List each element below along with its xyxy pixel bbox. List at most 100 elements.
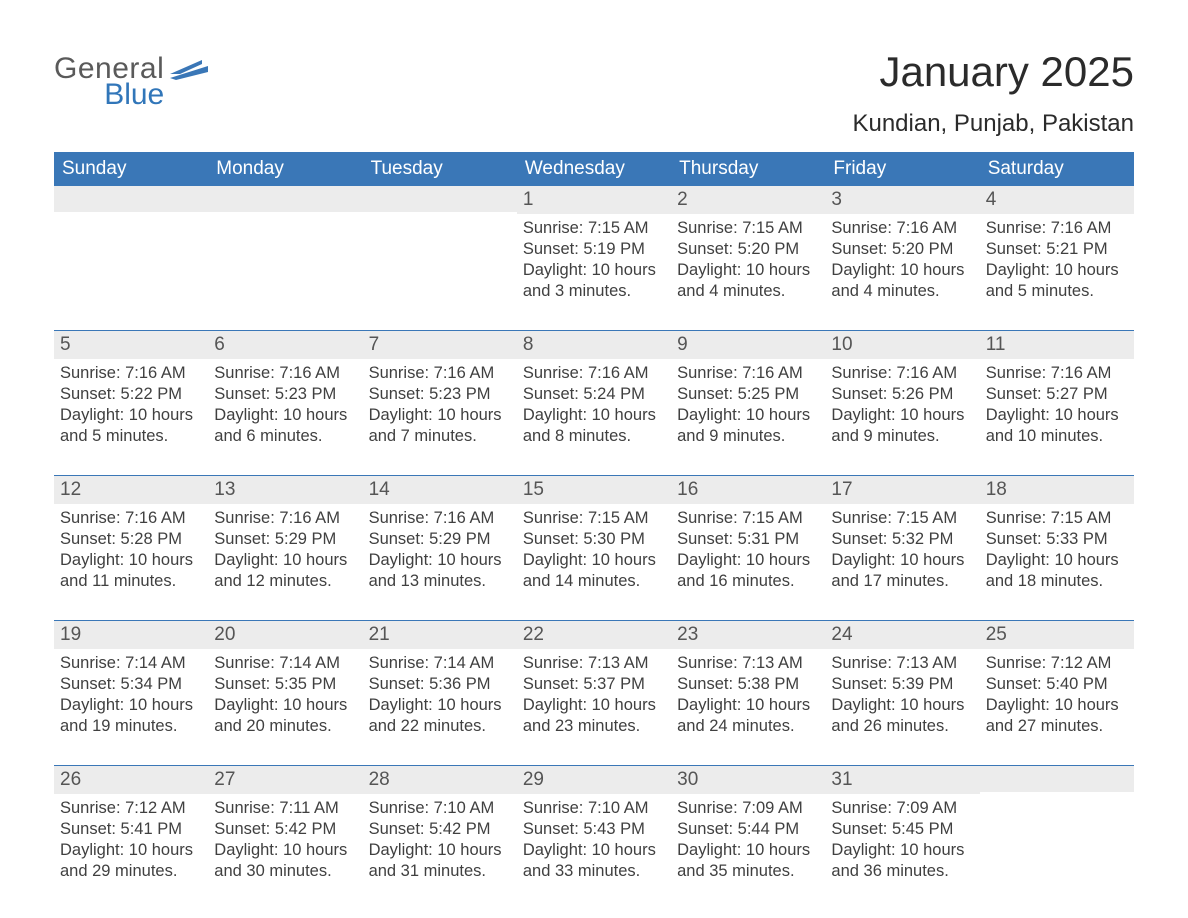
sunset-line: Sunset: 5:28 PM bbox=[60, 529, 202, 550]
sunset-line: Sunset: 5:34 PM bbox=[60, 674, 202, 695]
sunrise-line: Sunrise: 7:16 AM bbox=[986, 218, 1128, 239]
daylight-line: Daylight: 10 hours and 16 minutes. bbox=[677, 550, 819, 592]
daylight-line: Daylight: 10 hours and 23 minutes. bbox=[523, 695, 665, 737]
calendar-day: 3Sunrise: 7:16 AMSunset: 5:20 PMDaylight… bbox=[825, 186, 979, 312]
day-number: 19 bbox=[54, 621, 208, 649]
logo: General Blue bbox=[54, 54, 210, 110]
daylight-line: Daylight: 10 hours and 22 minutes. bbox=[369, 695, 511, 737]
day-details: Sunrise: 7:10 AMSunset: 5:43 PMDaylight:… bbox=[517, 794, 671, 892]
sunset-line: Sunset: 5:21 PM bbox=[986, 239, 1128, 260]
day-details: Sunrise: 7:16 AMSunset: 5:21 PMDaylight:… bbox=[980, 214, 1134, 312]
sunset-line: Sunset: 5:31 PM bbox=[677, 529, 819, 550]
calendar-day: 30Sunrise: 7:09 AMSunset: 5:44 PMDayligh… bbox=[671, 766, 825, 892]
sunset-line: Sunset: 5:33 PM bbox=[986, 529, 1128, 550]
day-details: Sunrise: 7:16 AMSunset: 5:22 PMDaylight:… bbox=[54, 359, 208, 457]
calendar-day: 21Sunrise: 7:14 AMSunset: 5:36 PMDayligh… bbox=[363, 621, 517, 747]
day-number: 8 bbox=[517, 331, 671, 359]
sunset-line: Sunset: 5:24 PM bbox=[523, 384, 665, 405]
daylight-line: Daylight: 10 hours and 33 minutes. bbox=[523, 840, 665, 882]
day-number: 15 bbox=[517, 476, 671, 504]
day-details: Sunrise: 7:16 AMSunset: 5:26 PMDaylight:… bbox=[825, 359, 979, 457]
daylight-line: Daylight: 10 hours and 4 minutes. bbox=[831, 260, 973, 302]
daylight-line: Daylight: 10 hours and 11 minutes. bbox=[60, 550, 202, 592]
day-number: 31 bbox=[825, 766, 979, 794]
day-details: Sunrise: 7:15 AMSunset: 5:32 PMDaylight:… bbox=[825, 504, 979, 602]
daylight-line: Daylight: 10 hours and 3 minutes. bbox=[523, 260, 665, 302]
daylight-line: Daylight: 10 hours and 36 minutes. bbox=[831, 840, 973, 882]
daylight-line: Daylight: 10 hours and 17 minutes. bbox=[831, 550, 973, 592]
day-number: 21 bbox=[363, 621, 517, 649]
sunrise-line: Sunrise: 7:16 AM bbox=[523, 363, 665, 384]
day-details: Sunrise: 7:16 AMSunset: 5:24 PMDaylight:… bbox=[517, 359, 671, 457]
day-details: Sunrise: 7:14 AMSunset: 5:34 PMDaylight:… bbox=[54, 649, 208, 747]
daylight-line: Daylight: 10 hours and 7 minutes. bbox=[369, 405, 511, 447]
calendar-week: 1Sunrise: 7:15 AMSunset: 5:19 PMDaylight… bbox=[54, 186, 1134, 312]
day-details: Sunrise: 7:12 AMSunset: 5:41 PMDaylight:… bbox=[54, 794, 208, 892]
day-number: 17 bbox=[825, 476, 979, 504]
calendar-day bbox=[54, 186, 208, 312]
sunrise-line: Sunrise: 7:15 AM bbox=[677, 218, 819, 239]
sunrise-line: Sunrise: 7:09 AM bbox=[831, 798, 973, 819]
sunrise-line: Sunrise: 7:11 AM bbox=[214, 798, 356, 819]
day-number: 22 bbox=[517, 621, 671, 649]
day-details: Sunrise: 7:10 AMSunset: 5:42 PMDaylight:… bbox=[363, 794, 517, 892]
sunset-line: Sunset: 5:29 PM bbox=[369, 529, 511, 550]
daylight-line: Daylight: 10 hours and 26 minutes. bbox=[831, 695, 973, 737]
calendar-day: 4Sunrise: 7:16 AMSunset: 5:21 PMDaylight… bbox=[980, 186, 1134, 312]
sunrise-line: Sunrise: 7:13 AM bbox=[831, 653, 973, 674]
calendar-day: 14Sunrise: 7:16 AMSunset: 5:29 PMDayligh… bbox=[363, 476, 517, 602]
day-number bbox=[208, 186, 362, 212]
sunrise-line: Sunrise: 7:16 AM bbox=[214, 508, 356, 529]
day-details: Sunrise: 7:16 AMSunset: 5:25 PMDaylight:… bbox=[671, 359, 825, 457]
sunset-line: Sunset: 5:30 PM bbox=[523, 529, 665, 550]
sunrise-line: Sunrise: 7:16 AM bbox=[986, 363, 1128, 384]
weekday-header: Monday bbox=[208, 152, 362, 186]
sunrise-line: Sunrise: 7:12 AM bbox=[60, 798, 202, 819]
calendar-day: 16Sunrise: 7:15 AMSunset: 5:31 PMDayligh… bbox=[671, 476, 825, 602]
sunset-line: Sunset: 5:26 PM bbox=[831, 384, 973, 405]
sunset-line: Sunset: 5:23 PM bbox=[369, 384, 511, 405]
day-number bbox=[363, 186, 517, 212]
day-details: Sunrise: 7:16 AMSunset: 5:29 PMDaylight:… bbox=[363, 504, 517, 602]
day-number: 23 bbox=[671, 621, 825, 649]
calendar-day: 27Sunrise: 7:11 AMSunset: 5:42 PMDayligh… bbox=[208, 766, 362, 892]
daylight-line: Daylight: 10 hours and 35 minutes. bbox=[677, 840, 819, 882]
daylight-line: Daylight: 10 hours and 9 minutes. bbox=[831, 405, 973, 447]
calendar-week: 26Sunrise: 7:12 AMSunset: 5:41 PMDayligh… bbox=[54, 765, 1134, 892]
calendar-day: 1Sunrise: 7:15 AMSunset: 5:19 PMDaylight… bbox=[517, 186, 671, 312]
calendar-day: 23Sunrise: 7:13 AMSunset: 5:38 PMDayligh… bbox=[671, 621, 825, 747]
day-details: Sunrise: 7:15 AMSunset: 5:30 PMDaylight:… bbox=[517, 504, 671, 602]
page-header: General Blue January 2025 Kundian, Punja… bbox=[54, 48, 1134, 138]
day-number: 29 bbox=[517, 766, 671, 794]
day-number: 7 bbox=[363, 331, 517, 359]
title-block: January 2025 Kundian, Punjab, Pakistan bbox=[852, 48, 1134, 138]
day-number: 20 bbox=[208, 621, 362, 649]
weekday-header: Friday bbox=[825, 152, 979, 186]
day-number: 26 bbox=[54, 766, 208, 794]
sunset-line: Sunset: 5:19 PM bbox=[523, 239, 665, 260]
day-number: 25 bbox=[980, 621, 1134, 649]
calendar-day: 31Sunrise: 7:09 AMSunset: 5:45 PMDayligh… bbox=[825, 766, 979, 892]
sunrise-line: Sunrise: 7:16 AM bbox=[677, 363, 819, 384]
daylight-line: Daylight: 10 hours and 19 minutes. bbox=[60, 695, 202, 737]
sunset-line: Sunset: 5:20 PM bbox=[831, 239, 973, 260]
weekday-header: Tuesday bbox=[363, 152, 517, 186]
sunset-line: Sunset: 5:40 PM bbox=[986, 674, 1128, 695]
sunset-line: Sunset: 5:22 PM bbox=[60, 384, 202, 405]
day-number: 30 bbox=[671, 766, 825, 794]
sunset-line: Sunset: 5:39 PM bbox=[831, 674, 973, 695]
calendar-week: 19Sunrise: 7:14 AMSunset: 5:34 PMDayligh… bbox=[54, 620, 1134, 747]
calendar-day: 18Sunrise: 7:15 AMSunset: 5:33 PMDayligh… bbox=[980, 476, 1134, 602]
calendar-day: 28Sunrise: 7:10 AMSunset: 5:42 PMDayligh… bbox=[363, 766, 517, 892]
calendar-day bbox=[363, 186, 517, 312]
daylight-line: Daylight: 10 hours and 13 minutes. bbox=[369, 550, 511, 592]
logo-word-blue: Blue bbox=[104, 80, 164, 110]
calendar-week: 5Sunrise: 7:16 AMSunset: 5:22 PMDaylight… bbox=[54, 330, 1134, 457]
weeks-container: 1Sunrise: 7:15 AMSunset: 5:19 PMDaylight… bbox=[54, 186, 1134, 892]
sunset-line: Sunset: 5:38 PM bbox=[677, 674, 819, 695]
day-number: 11 bbox=[980, 331, 1134, 359]
sunset-line: Sunset: 5:37 PM bbox=[523, 674, 665, 695]
day-number: 2 bbox=[671, 186, 825, 214]
day-number: 24 bbox=[825, 621, 979, 649]
sunset-line: Sunset: 5:27 PM bbox=[986, 384, 1128, 405]
